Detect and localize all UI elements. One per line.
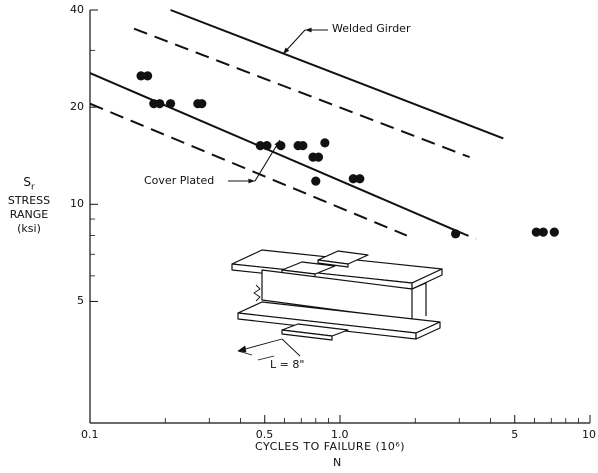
- x-tick-label: 5: [511, 428, 519, 441]
- y-tick-label: 5: [77, 294, 84, 308]
- annotation-leaders: [228, 27, 328, 184]
- data-point: [313, 152, 324, 162]
- data-point: [262, 141, 272, 151]
- x-tick-label: 0.1: [81, 428, 99, 441]
- welded-girder-label: Welded Girder: [332, 22, 411, 35]
- welded-girder-dashed-line: [133, 27, 470, 159]
- data-point: [348, 174, 358, 184]
- y-axis-symbol: Sr: [23, 175, 35, 193]
- x-axis-symbol: N: [333, 456, 342, 469]
- x-axis-label: CYCLES TO FAILURE (10⁶): [255, 440, 406, 453]
- cover-plated-label: Cover Plated: [144, 174, 215, 187]
- data-point: [531, 227, 541, 237]
- welded-leader-arrow: [282, 29, 306, 55]
- y-tick-label: 10: [70, 197, 84, 211]
- data-points: [136, 71, 559, 239]
- data-point: [538, 227, 548, 237]
- data-point: [255, 141, 265, 151]
- data-point: [136, 71, 146, 81]
- cover-plated-dashed-line: [89, 102, 408, 237]
- fit-lines: [89, 9, 504, 241]
- x-tick-label: 1.0: [331, 428, 349, 441]
- length-dimension-label: L = 8": [270, 358, 305, 371]
- y-axis-line-3: (ksi): [17, 222, 41, 236]
- axes: [89, 9, 591, 424]
- y-tick-label: 20: [70, 100, 84, 114]
- y-tick-label: 40: [70, 3, 84, 16]
- y-axis-line-1: STRESS: [7, 194, 51, 208]
- y-axis-label: Sr STRESS RANGE (ksi): [2, 175, 56, 236]
- welded-leader-top: [305, 27, 328, 33]
- cover-leader-arrow: [254, 139, 281, 182]
- data-point: [549, 227, 559, 237]
- cover-plated-beam-drawing: [231, 249, 443, 361]
- y-axis-line-2: RANGE: [9, 208, 49, 222]
- x-tick-label: 0.5: [255, 428, 274, 441]
- data-point: [311, 176, 321, 186]
- cover-leader-base: [228, 178, 255, 184]
- data-point: [143, 71, 153, 81]
- data-point: [197, 99, 207, 109]
- data-point: [450, 229, 461, 239]
- data-point: [155, 99, 165, 109]
- x-tick-label: 10: [582, 428, 596, 441]
- data-point: [165, 99, 176, 109]
- data-point: [320, 138, 330, 148]
- data-point: [355, 174, 365, 184]
- data-point: [298, 141, 308, 151]
- welded-girder-solid-line: [170, 9, 504, 140]
